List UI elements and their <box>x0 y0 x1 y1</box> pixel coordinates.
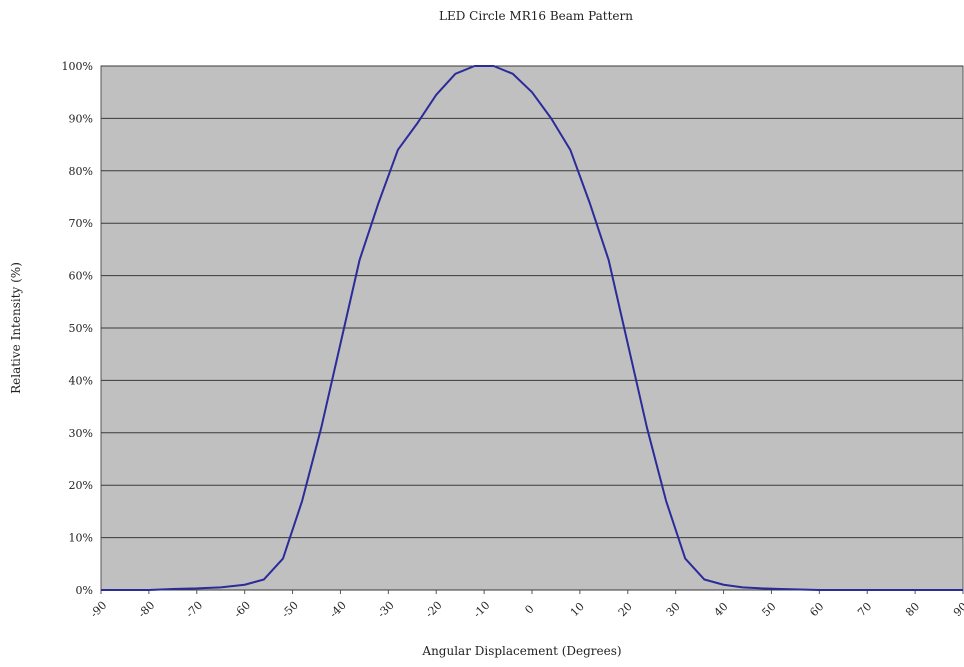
y-tick-label: 70% <box>69 217 93 230</box>
x-tick-label: -50 <box>279 599 301 621</box>
series-line <box>101 65 963 591</box>
x-tick-label: -10 <box>471 599 493 621</box>
y-tick-label: 40% <box>69 374 93 387</box>
y-axis-title: Relative Intensity (%) <box>9 262 23 394</box>
y-tick-label: 60% <box>69 270 93 283</box>
x-tick-label: -40 <box>327 599 349 621</box>
x-tick-label: 60 <box>807 600 826 619</box>
x-tick-label: -30 <box>375 599 397 621</box>
x-tick-label: -90 <box>88 599 110 621</box>
y-tick-label: 100% <box>62 60 93 73</box>
y-tick-label: 90% <box>69 112 93 125</box>
x-tick-label: -20 <box>423 599 445 621</box>
chart-title: LED Circle MR16 Beam Pattern <box>439 9 633 23</box>
x-tick-label: 20 <box>616 600 635 619</box>
y-tick-label: 0% <box>76 584 93 597</box>
y-tick-label: 50% <box>69 322 93 335</box>
y-tick-label: 20% <box>69 479 93 492</box>
x-tick-label: 30 <box>664 600 683 619</box>
x-axis-title: Angular Displacement (Degrees) <box>421 644 621 658</box>
x-tick-label: 50 <box>759 600 778 619</box>
x-tick-label: 70 <box>855 600 874 619</box>
x-tick-label: 80 <box>903 600 922 619</box>
x-tick-label: 10 <box>568 600 587 619</box>
x-tick-label: -70 <box>183 599 205 621</box>
y-tick-label: 10% <box>69 532 93 545</box>
x-tick-label: 0 <box>522 602 536 616</box>
x-tick-label: -60 <box>231 599 253 621</box>
y-tick-label: 80% <box>69 165 93 178</box>
y-tick-label: 30% <box>69 427 93 440</box>
x-tick-label: -80 <box>136 599 158 621</box>
x-tick-label: 40 <box>712 600 731 619</box>
x-tick-label: 90 <box>951 600 964 619</box>
x-axis-ticks: -90 -80 -70 -60 -50 -40 -30 -20 -10 0 10 20 30 40 50 60… <box>88 590 964 620</box>
y-axis-ticks: 0% 10% 20% 30% 40% 50% 60% 70% 80% 90% 100% <box>62 60 93 597</box>
